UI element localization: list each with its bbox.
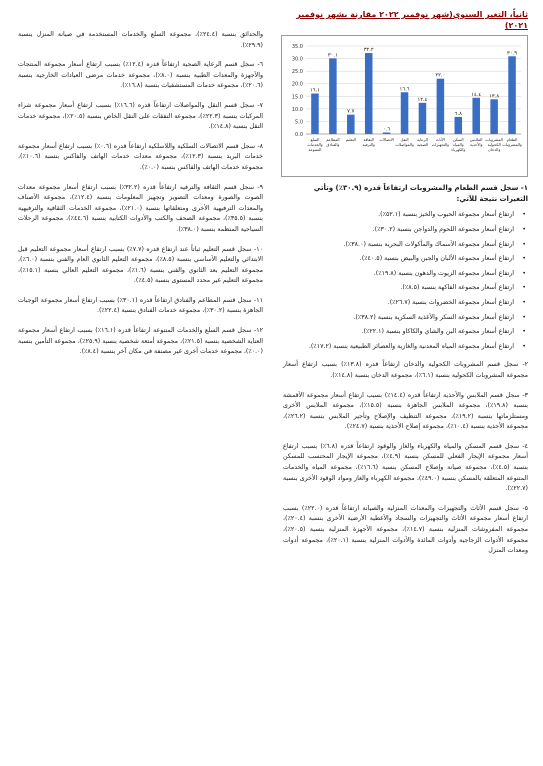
chart-bar — [418, 103, 427, 135]
food-bullet-item: ارتفاع أسعار مجموعة المياه المعدنية والغ… — [283, 342, 528, 353]
continued-paragraph: والحدائق بنسبة (٢٤.٤٪)، مجموعة السلع وال… — [18, 31, 263, 49]
right-paragraphs: ٢- سجل قسم المشروبات الكحولية والدخان ار… — [283, 360, 528, 557]
section-paragraph: ٢- سجل قسم المشروبات الكحولية والدخان ار… — [283, 361, 528, 379]
chart-bar — [311, 93, 319, 135]
chart-bar — [329, 58, 337, 135]
food-bullet-item: ارتفاع أسعار مجموعة الحبوب والخبز بنسبة … — [283, 210, 528, 221]
section-paragraph: ٩- سجل قسم الثقافة والترفيه ارتفاعاً قدر… — [18, 183, 264, 233]
food-bullet-item: ارتفاع أسعار مجموعة اللحوم والدواجن بنسب… — [283, 225, 528, 236]
x-category-label: المشروبات الكحولية والدخان — [485, 137, 503, 152]
x-category-label: المطاعم والفنادق — [326, 137, 339, 147]
x-category-label: الاتصالات — [379, 137, 393, 142]
document-page: ثانياً، التغير السنوي(شهر نوفمبر ٢٠٢٢ مق… — [18, 10, 528, 758]
food-section-heading: ١- سجل قسم الطعام والمشروبات ارتفاعاً قد… — [313, 184, 528, 203]
bar-value-label: ٣٢.٢ — [364, 47, 374, 53]
food-bullet-item: ارتفاع أسعار مجموعة الألبان والجبن والبي… — [283, 254, 528, 265]
food-bullet-item: ارتفاع أسعار مجموعة الخضروات بنسبة (٢٦.٧… — [283, 298, 528, 309]
bar-value-label: ٦.٨ — [455, 111, 462, 117]
section-title: ثانياً، التغير السنوي(شهر نوفمبر ٢٠٢٢ مق… — [296, 10, 528, 30]
chart-bar — [382, 132, 391, 135]
section-paragraph: ٦- سجل قسم الرعاية الصحية ارتفاعاً قدره … — [18, 61, 264, 90]
food-bullet-item: ارتفاع أسعار مجموعة الزيوت والدهون بنسبة… — [283, 269, 528, 280]
section-paragraph: ٥- سجل قسم الأثاث والتجهيزات والمعدات ال… — [283, 504, 528, 555]
y-tick-label: 35.0 — [292, 44, 303, 50]
y-tick-label: 0.0 — [295, 132, 303, 138]
bar-value-label: ٣٠.١ — [328, 53, 338, 59]
right-column: ثانياً، التغير السنوي(شهر نوفمبر ٢٠٢٢ مق… — [281, 10, 528, 566]
y-tick-label: 5.0 — [295, 120, 303, 126]
food-bullet-list: ارتفاع أسعار مجموعة الحبوب والخبز بنسبة … — [283, 210, 528, 352]
annual-change-chart: 0.0 5.0 10.0 15.0 20.0 25.0 30.0 35.0 ٣٠.٩ الطعام… — [281, 35, 528, 178]
x-category-label: التعليم — [346, 137, 356, 142]
bar-value-label: ١٦.٦ — [400, 86, 410, 92]
chart-bar — [400, 92, 409, 135]
x-category-label: الثقافة والترفيه — [363, 137, 375, 147]
chart-bar — [436, 78, 445, 135]
section-paragraph: ٣- سجل قسم الملابس والأحذية ارتفاعاً قدر… — [283, 391, 528, 431]
section-paragraph: ١٠- سجل قسم التعليم ثباتاً عند ارتفاع قد… — [18, 245, 264, 285]
chart-svg: 0.0 5.0 10.0 15.0 20.0 25.0 30.0 35.0 ٣٠.٩ الطعام… — [292, 44, 522, 152]
x-category-label: السلع والخدمات المتنوعة — [307, 137, 322, 152]
section-paragraph: ١١- سجل قسم المطاعم والفنادق ارتفاعاً قد… — [18, 296, 263, 315]
bar-value-label: ٣٠.٩ — [507, 50, 517, 56]
x-category-label: الطعام والمشروبات — [502, 137, 522, 147]
food-bullet-item: ارتفاع أسعار مجموعة الأسماك والمأكولات ا… — [283, 240, 528, 251]
bar-value-label: ٠.٦ — [383, 127, 390, 133]
bar-value-label: ٢٢.٠ — [435, 73, 445, 79]
y-tick-label: 25.0 — [292, 69, 303, 75]
bar-value-label: ١٦.١ — [310, 88, 320, 94]
chart-bar — [490, 99, 498, 135]
section-paragraph: ٤- سجل قسم المسكن والمياه والكهرباء والغ… — [283, 442, 528, 493]
y-tick-label: 30.0 — [292, 57, 303, 63]
section-paragraph: ٨- سجل قسم الاتصالات السلكية واللاسلكية … — [18, 142, 263, 171]
y-tick-label: 10.0 — [292, 107, 303, 113]
section-paragraph: ١٢- سجل قسم السلع والخدمات المتنوعة ارتف… — [18, 327, 263, 356]
food-bullet-item: ارتفاع أسعار مجموعة الفاكهة بنسبة (٨.٥٪)… — [283, 283, 528, 294]
left-paragraphs: ٦- سجل قسم الرعاية الصحية ارتفاعاً قدره … — [18, 60, 263, 358]
bar-value-label: ٧.٧ — [347, 109, 354, 115]
x-category-label: السكن والمياه والكهرباء — [451, 137, 465, 152]
y-tick-label: 15.0 — [292, 94, 303, 100]
chart-bar — [364, 53, 373, 135]
x-category-label: الأثاث والتجهيزات — [432, 137, 449, 147]
x-category-label: الملابس والأحذية — [470, 137, 483, 147]
food-bullet-item: ارتفاع أسعار مجموعة السكر والأغذية السكر… — [283, 313, 528, 324]
bar-value-label: ١٢.٤ — [417, 97, 427, 103]
x-category-label: الرعاية الصحية — [417, 137, 428, 147]
food-bullet-item: ارتفاع أسعار مجموعة البن والشاي والكاكاو… — [283, 327, 528, 338]
chart-bar — [454, 117, 463, 135]
x-category-label: النقل والمواصلات — [395, 137, 413, 147]
chart-bar — [347, 114, 355, 135]
bar-value-label: ١٤.٤ — [471, 92, 481, 98]
chart-bar — [508, 56, 516, 135]
left-column: والحدائق بنسبة (٢٤.٤٪)، مجموعة السلع وال… — [18, 30, 263, 367]
y-tick-label: 20.0 — [292, 82, 303, 88]
section-paragraph: ٧- سجل قسم النقل والمواصلات ارتفاعاً قدر… — [18, 101, 263, 131]
chart-bar — [472, 97, 480, 135]
bar-value-label: ١٣.٨ — [489, 93, 499, 99]
